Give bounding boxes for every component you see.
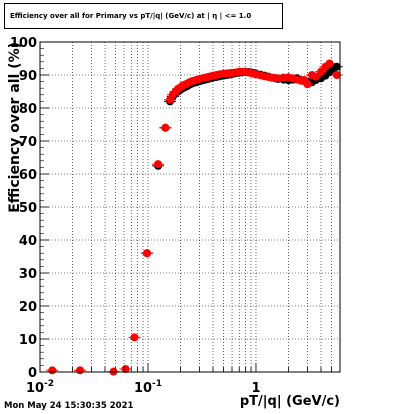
chart-title: Efficiency over all for Primary vs pT/|q… xyxy=(10,12,252,20)
chart-title-box: Efficiency over all for Primary vs pT/|q… xyxy=(4,3,283,29)
timestamp: Mon May 24 15:30:35 2021 xyxy=(4,401,134,411)
y-tick-label: 100 xyxy=(10,36,37,51)
x-tick-label: 1 xyxy=(251,381,260,396)
data-point xyxy=(143,249,152,258)
data-point xyxy=(76,366,85,375)
data-point xyxy=(303,80,312,89)
y-tick-label: 0 xyxy=(28,366,37,381)
grid-layer xyxy=(40,42,340,372)
tick-layer: 0 10 20 30 40 50 60 70 80 90 100 10-2 10-1 1 xyxy=(10,36,332,396)
data-point xyxy=(332,71,341,79)
series-layer xyxy=(46,59,343,376)
y-tick-label: 50 xyxy=(19,201,37,216)
y-tick-label: 60 xyxy=(19,168,37,183)
data-point xyxy=(130,333,139,342)
y-tick-label: 80 xyxy=(19,102,37,117)
y-tick-label: 20 xyxy=(19,300,37,315)
data-point xyxy=(121,365,130,374)
y-tick-label: 90 xyxy=(19,69,37,84)
x-axis-label: pT/|q| (GeV/c) xyxy=(240,394,340,409)
y-tick-label: 10 xyxy=(19,333,37,348)
x-tick-label: 10-2 xyxy=(26,379,54,396)
data-point xyxy=(161,123,170,132)
y-tick-label: 70 xyxy=(19,135,37,150)
y-tick-label: 40 xyxy=(19,234,37,249)
x-tick-label: 10-1 xyxy=(134,379,162,396)
y-axis-label: Efficiency over all (%) xyxy=(7,42,23,213)
data-point xyxy=(154,160,163,169)
data-series xyxy=(46,59,343,376)
data-point xyxy=(325,59,334,68)
data-point xyxy=(312,72,321,81)
y-tick-label: 30 xyxy=(19,267,37,282)
data-point xyxy=(332,62,341,71)
data-point xyxy=(48,366,57,375)
